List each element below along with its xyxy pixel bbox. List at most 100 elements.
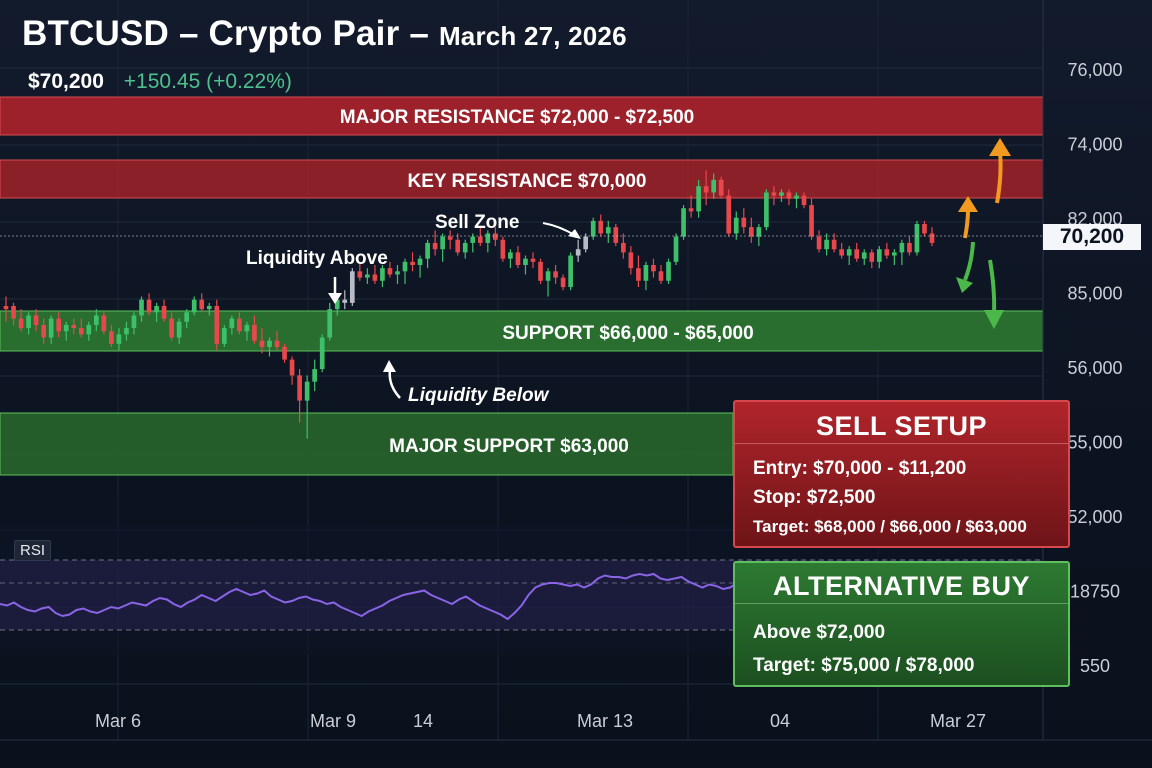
- price-tick-label: 55,000: [1067, 433, 1122, 453]
- candle-body: [304, 381, 310, 401]
- candle: [319, 334, 325, 373]
- candle-body: [726, 195, 732, 234]
- candle-body: [380, 268, 385, 281]
- candle-body: [583, 236, 589, 250]
- candle-body: [568, 255, 573, 288]
- candle: [493, 227, 498, 247]
- candle: [583, 233, 589, 253]
- candle: [11, 302, 16, 325]
- candle-body: [477, 236, 483, 243]
- candle: [733, 211, 739, 240]
- candle: [229, 315, 235, 335]
- candle: [876, 246, 882, 269]
- candle: [342, 290, 348, 310]
- price-tick-label: 85,000: [1067, 284, 1122, 304]
- candle-body: [771, 192, 777, 196]
- candle: [425, 239, 430, 269]
- candle-body: [688, 208, 694, 212]
- price-tick-label: 18750: [1070, 582, 1120, 602]
- candle-body: [681, 208, 686, 237]
- candle-body: [199, 299, 205, 310]
- candle-body: [801, 195, 807, 206]
- candle: [794, 192, 799, 209]
- price-tick-label: 56,000: [1067, 358, 1122, 378]
- candle-body: [831, 239, 837, 250]
- candle-body: [892, 252, 897, 256]
- time-tick-label: Mar 6: [95, 711, 141, 731]
- candle: [48, 315, 54, 344]
- candle: [191, 296, 197, 316]
- rsi-label[interactable]: RSI: [14, 540, 52, 561]
- candle-body: [33, 315, 39, 325]
- candle-body: [297, 375, 302, 401]
- candle: [259, 328, 265, 354]
- candle: [575, 239, 581, 262]
- candle-body: [673, 236, 679, 262]
- candle: [63, 321, 69, 341]
- candle-body: [109, 331, 114, 344]
- candle: [741, 208, 747, 234]
- key-resistance-label: KEY RESISTANCE $70,000: [407, 171, 646, 192]
- candle-body: [365, 274, 370, 278]
- candle: [357, 261, 363, 281]
- candle: [214, 299, 220, 351]
- price-tick-label: 550: [1080, 656, 1110, 676]
- candle-body: [342, 299, 348, 303]
- candle: [620, 233, 626, 259]
- candle-body: [48, 318, 54, 338]
- candle: [839, 242, 844, 259]
- candle-body: [711, 179, 717, 193]
- candle: [711, 173, 717, 199]
- buy-target: Target: $75,000 / $78,000: [753, 655, 975, 676]
- candle-body: [447, 236, 453, 240]
- candle-body: [786, 192, 792, 199]
- candle: [124, 321, 129, 341]
- major-resistance-label: MAJOR RESISTANCE $72,000 - $72,500: [340, 107, 694, 128]
- candle: [372, 265, 378, 284]
- candle-body: [824, 239, 829, 250]
- candle-body: [221, 328, 227, 344]
- candle-body: [500, 239, 506, 259]
- candle-body: [372, 274, 378, 281]
- price-row: $70,200 +150.45 (+0.22%): [28, 70, 292, 94]
- candle-body: [349, 271, 355, 303]
- candle-body: [41, 324, 46, 338]
- candles-group: [3, 170, 935, 439]
- candle: [312, 359, 318, 392]
- candle: [824, 233, 829, 256]
- candle-body: [131, 315, 137, 329]
- candle: [673, 233, 679, 265]
- candle-body: [417, 258, 423, 265]
- candle: [666, 258, 671, 284]
- candle-body: [274, 340, 280, 347]
- candle-body: [86, 324, 92, 335]
- candle-body: [116, 334, 122, 344]
- candle: [244, 321, 250, 341]
- candle: [154, 302, 159, 322]
- candle: [116, 328, 122, 351]
- candle: [78, 318, 84, 338]
- candle: [267, 337, 272, 357]
- support-label: SUPPORT $66,000 - $65,000: [502, 323, 753, 344]
- candle: [756, 224, 762, 247]
- sell-stop: Stop: $72,500: [753, 487, 876, 508]
- candle-body: [538, 261, 543, 281]
- candle: [703, 170, 709, 206]
- pointer-arrow-icon: [542, 222, 581, 239]
- candle-body: [78, 328, 84, 335]
- time-tick-label: Mar 27: [930, 711, 986, 731]
- candle-body: [861, 252, 867, 259]
- candle-body: [590, 220, 596, 237]
- candle: [779, 189, 784, 202]
- key-resistance-zone: [0, 159, 1044, 199]
- candle: [605, 220, 611, 243]
- sell-target: Target: $68,000 / $66,000 / $63,000: [753, 517, 1027, 536]
- candle: [651, 258, 656, 278]
- price-tick-label: 76,000: [1067, 60, 1122, 80]
- time-tick-label: 14: [413, 711, 433, 731]
- candle: [681, 205, 686, 240]
- candle-body: [846, 249, 852, 256]
- candle: [538, 258, 543, 284]
- liquidity-below-label: Liquidity Below: [408, 385, 550, 406]
- candle: [598, 214, 604, 237]
